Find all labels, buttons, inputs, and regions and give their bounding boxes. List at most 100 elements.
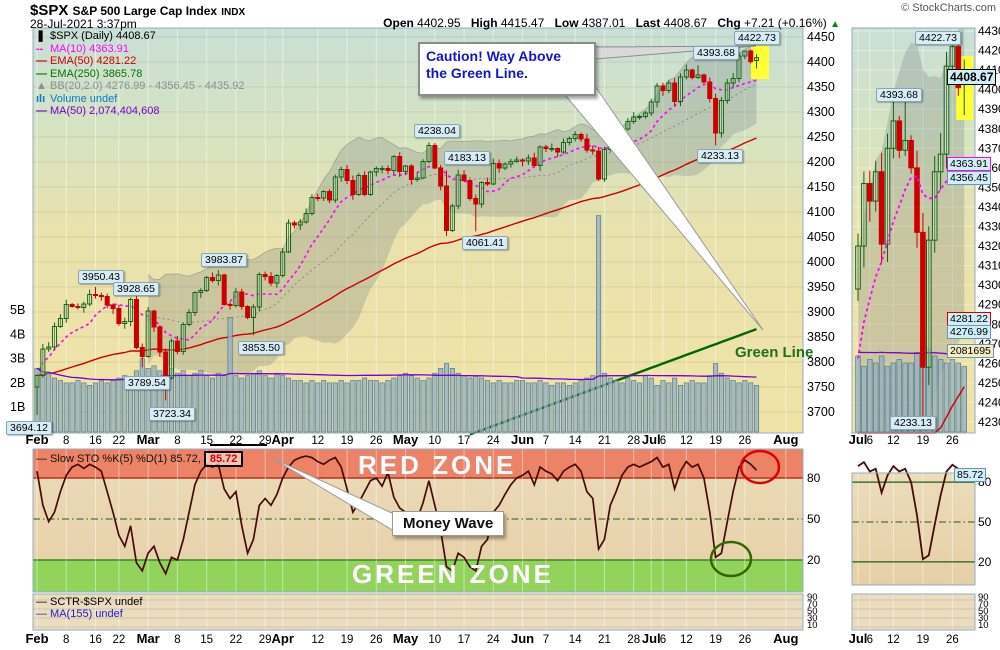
svg-text:8: 8	[174, 634, 180, 646]
svg-text:4350: 4350	[807, 80, 835, 94]
svg-text:Jul: Jul	[849, 432, 868, 447]
svg-text:4380: 4380	[978, 122, 1000, 136]
svg-text:70: 70	[807, 599, 818, 610]
sctr-legend-row: — MA(155) undef	[36, 608, 123, 620]
svg-text:12: 12	[680, 435, 693, 447]
axis-callout: 4281.22	[947, 312, 991, 326]
axis-callout: 4363.91	[947, 157, 991, 171]
red-zone-label: RED ZONE	[358, 450, 517, 480]
price-label: 4422.73	[734, 31, 780, 45]
svg-text:4390: 4390	[978, 102, 1000, 116]
svg-text:Jul: Jul	[642, 432, 661, 447]
svg-text:Apr: Apr	[272, 631, 294, 646]
svg-text:Feb: Feb	[25, 631, 48, 646]
price-label: 3928.65	[113, 282, 159, 296]
legend-marker-icon: ılı	[36, 92, 46, 105]
svg-text:May: May	[393, 432, 419, 447]
svg-text:3700: 3700	[807, 405, 835, 419]
price-label: 4393.68	[693, 46, 739, 60]
svg-text:15: 15	[200, 634, 213, 646]
svg-text:22: 22	[113, 435, 126, 447]
svg-text:19: 19	[709, 634, 722, 646]
sctr-legend-row: — SCTR-$SPX undef	[36, 596, 143, 608]
svg-text:90: 90	[978, 592, 989, 603]
legend-row: — EMA(250) 3865.78	[36, 67, 143, 80]
svg-text:Aug: Aug	[773, 432, 798, 447]
svg-text:12: 12	[311, 435, 324, 447]
svg-text:3B: 3B	[10, 352, 25, 366]
svg-text:Jun: Jun	[511, 432, 534, 447]
ma10-line	[36, 79, 757, 376]
quote-key: Last	[635, 16, 661, 30]
copyright: © StockCharts.com	[901, 2, 996, 14]
svg-text:19: 19	[341, 435, 354, 447]
svg-text:19: 19	[917, 634, 930, 646]
price-label: 4238.04	[414, 124, 460, 138]
svg-text:Aug: Aug	[773, 631, 798, 646]
quote-key: Chg	[717, 16, 741, 30]
main-chart-legend: ❚ $SPX (Daily) 4408.67 -- MA(10) 4363.91 — EM…	[36, 30, 244, 118]
svg-text:Mar: Mar	[137, 432, 160, 447]
caution-line1: Caution! Way Above	[426, 48, 562, 64]
price-label: 3983.87	[201, 253, 247, 267]
legend-marker-icon: —	[36, 105, 47, 117]
svg-text:Jul: Jul	[849, 631, 868, 646]
price-label: 3950.43	[78, 270, 124, 284]
svg-text:8: 8	[63, 634, 69, 646]
svg-text:12: 12	[887, 634, 900, 646]
svg-text:3950: 3950	[807, 280, 835, 294]
legend-row: ❚ $SPX (Daily) 4408.67	[36, 30, 156, 42]
legend-marker-icon: ❚	[36, 30, 46, 42]
caution-line2: the Green Line.	[426, 65, 528, 81]
legend-marker-icon: ▲	[36, 80, 47, 92]
svg-text:12: 12	[887, 435, 900, 447]
svg-text:26: 26	[738, 634, 751, 646]
svg-text:24: 24	[487, 634, 500, 646]
svg-text:28: 28	[627, 634, 640, 646]
svg-text:70: 70	[978, 599, 989, 610]
svg-text:6: 6	[867, 435, 873, 447]
symbol: $SPX	[30, 2, 69, 19]
svg-text:26: 26	[738, 435, 751, 447]
svg-text:6: 6	[660, 634, 666, 646]
mini-price-panel	[855, 28, 974, 434]
svg-text:Apr: Apr	[272, 432, 294, 447]
svg-text:50: 50	[978, 515, 992, 529]
svg-text:28: 28	[627, 435, 640, 447]
svg-text:8: 8	[174, 435, 180, 447]
svg-text:4200: 4200	[807, 155, 835, 169]
svg-text:4300: 4300	[807, 105, 835, 119]
green-zone-label: GREEN ZONE	[352, 559, 554, 589]
legend-row: -- MA(10) 4363.91	[36, 42, 129, 55]
svg-text:2B: 2B	[10, 376, 25, 390]
svg-text:Feb: Feb	[25, 432, 48, 447]
svg-text:4150: 4150	[807, 180, 835, 194]
svg-text:4400: 4400	[978, 83, 1000, 97]
svg-text:6: 6	[867, 634, 873, 646]
svg-text:50: 50	[807, 606, 818, 617]
legend-row: ▲ BB(20,2.0) 4276.99 - 4356.45 - 4435.92	[36, 80, 245, 92]
price-label: 4183.13	[444, 151, 490, 165]
svg-text:17: 17	[458, 634, 471, 646]
green-circle-annotation	[709, 540, 753, 578]
price-label: 3789.54	[124, 376, 170, 390]
svg-text:4330: 4330	[978, 220, 1000, 234]
svg-text:24: 24	[487, 435, 500, 447]
svg-text:Jul: Jul	[642, 631, 661, 646]
svg-text:4250: 4250	[807, 130, 835, 144]
price-label: 4233.13	[697, 149, 743, 163]
svg-text:19: 19	[709, 435, 722, 447]
svg-text:50: 50	[978, 606, 989, 617]
sto-axis-callout: 85.72	[954, 468, 987, 482]
price-label: 3694.12	[6, 421, 52, 435]
svg-text:22: 22	[230, 634, 243, 646]
svg-text:21: 21	[598, 634, 611, 646]
change-up-arrow: ▲	[830, 19, 840, 30]
svg-text:7: 7	[543, 634, 549, 646]
legend-row: ılı Volume undef	[36, 92, 118, 105]
legend-marker-icon: —	[36, 55, 47, 67]
svg-text:15: 15	[200, 435, 213, 447]
quote-key: High	[470, 16, 498, 30]
svg-text:6: 6	[660, 435, 666, 447]
svg-text:12: 12	[680, 634, 693, 646]
